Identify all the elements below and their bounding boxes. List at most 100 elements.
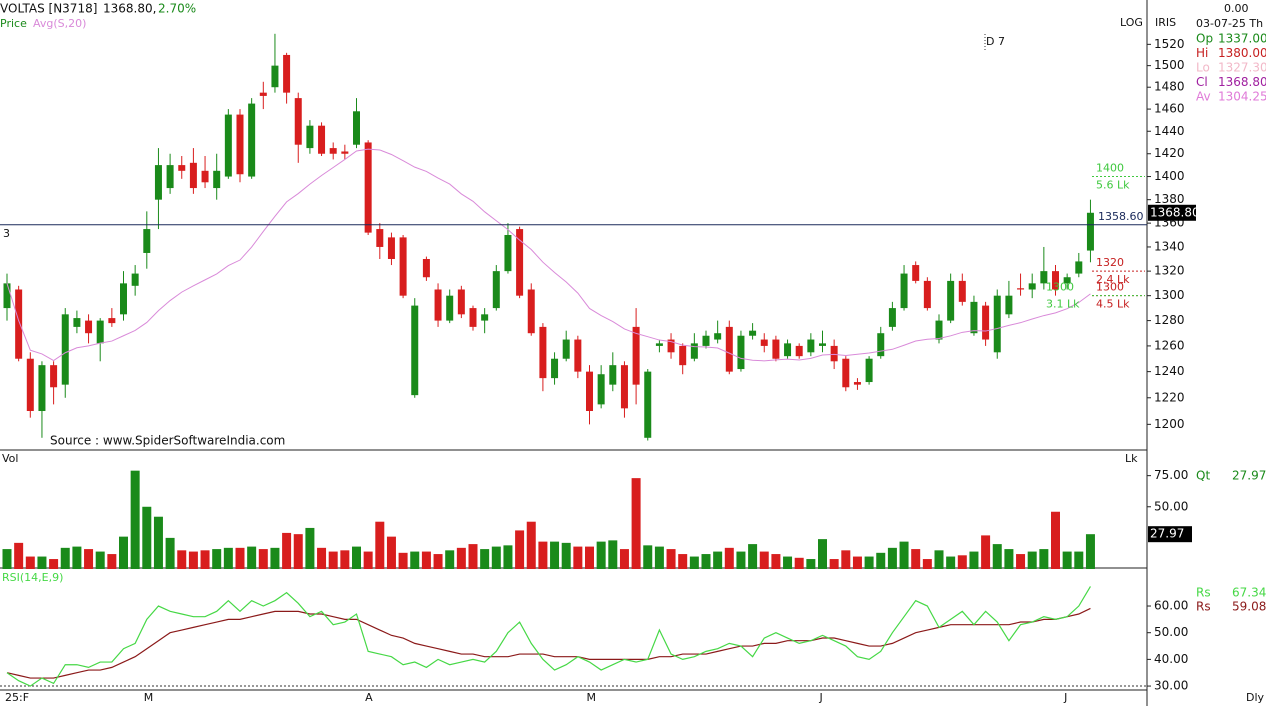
volume-bar <box>119 536 128 569</box>
y-tick-label: 1480 <box>1154 80 1185 94</box>
volume-bar <box>445 550 455 569</box>
volume-bar <box>643 545 653 569</box>
volume-bar <box>864 556 874 569</box>
volume-bar <box>748 544 758 569</box>
volume-bar <box>1016 554 1026 569</box>
volume-bar <box>60 547 70 569</box>
legend-value: 59.08 <box>1232 600 1266 614</box>
info-value: 1368.80 <box>1218 75 1266 89</box>
volume-bar <box>188 551 198 569</box>
volume-bar <box>526 521 536 569</box>
volume-bar <box>235 547 245 569</box>
unit-label: Lk <box>1125 452 1138 465</box>
volume-bar <box>724 547 734 569</box>
volume-bar <box>72 546 82 569</box>
volume-bar <box>340 550 350 569</box>
volume-bar <box>1051 511 1060 569</box>
reference-left-label: 3 <box>3 227 10 240</box>
volume-bar <box>1062 551 1072 569</box>
candle-body <box>446 295 454 321</box>
candle-body <box>877 333 885 357</box>
level-label: 1400 <box>1096 162 1124 175</box>
qty-value: 27.97 <box>1232 469 1266 483</box>
candle-body <box>1086 212 1094 251</box>
candle-body <box>1052 271 1059 290</box>
candle-body <box>1075 261 1083 274</box>
candle-body <box>632 326 640 385</box>
scale-label: LOG <box>1120 16 1143 29</box>
last-volume: 27.97 <box>1150 527 1184 541</box>
volume-bar <box>1004 549 1014 569</box>
candle-body <box>411 305 419 396</box>
candle-body <box>562 339 570 359</box>
volume-bar <box>666 549 676 569</box>
candle-body <box>586 371 593 412</box>
candle-body <box>492 271 500 309</box>
x-tick-label: M <box>144 691 154 704</box>
volume-bar <box>829 559 839 569</box>
last-volume-box <box>1148 526 1192 543</box>
candle-body <box>597 374 605 405</box>
candle-body <box>15 289 23 359</box>
candle-body <box>143 229 151 253</box>
volume-bar <box>969 551 979 569</box>
volume-bar <box>1074 551 1084 569</box>
candle-body <box>819 343 826 346</box>
volume-bar <box>678 554 688 569</box>
qty-label: Qt <box>1196 469 1210 483</box>
volume-bar <box>142 506 152 569</box>
candle-body <box>842 358 850 388</box>
info-value: 1327.30 <box>1218 61 1266 75</box>
candle-body <box>38 365 46 412</box>
volume-bar <box>934 550 944 569</box>
y-tick-label: 1220 <box>1154 390 1185 404</box>
volume-bar <box>456 547 466 569</box>
y-tick-label: 1200 <box>1154 417 1185 431</box>
volume-bar <box>1027 551 1037 569</box>
volume-bar <box>713 551 723 569</box>
volume-bar <box>911 549 921 569</box>
info-value: 1304.25 <box>1218 90 1266 104</box>
candle-body <box>434 289 442 321</box>
candle-body <box>1063 277 1071 284</box>
candle-body <box>85 320 93 334</box>
candle-body <box>236 114 244 175</box>
candle-body <box>760 339 768 346</box>
volume-bar <box>247 546 257 569</box>
level-label: 1320 <box>1096 256 1124 269</box>
info-label: Av <box>1196 90 1211 104</box>
info-label: Lo <box>1196 61 1210 75</box>
volume-bar <box>981 535 991 569</box>
candle-body <box>982 305 990 340</box>
volume-bar <box>282 532 292 569</box>
volume-bar <box>25 556 35 569</box>
candle-body <box>539 326 547 379</box>
volume-bar <box>736 551 746 569</box>
candle-body <box>96 320 104 344</box>
reference-label: 1358.60 <box>1098 210 1144 223</box>
candle-body <box>795 345 803 357</box>
candle-body <box>166 165 174 189</box>
candle-body <box>667 339 675 353</box>
candle-body <box>551 358 559 379</box>
candle-body <box>702 335 710 346</box>
legend-name: Rs <box>1196 586 1211 600</box>
info-label: Hi <box>1196 46 1208 60</box>
level-volume: 4.5 Lk <box>1096 298 1130 311</box>
volume-bar <box>386 536 396 569</box>
candle-body <box>853 382 861 385</box>
candle-body <box>865 358 873 383</box>
info-top: 0.00 <box>1224 2 1249 15</box>
volume-bar <box>433 554 443 569</box>
candle-body <box>749 330 757 336</box>
candle-body <box>620 365 628 409</box>
info-date: 03-07-25 Th <box>1196 17 1263 30</box>
volume-bar <box>491 546 501 569</box>
volume-bar <box>153 516 163 569</box>
volume-bar <box>806 559 816 569</box>
volume-bar <box>538 541 548 569</box>
candle-body <box>399 237 407 296</box>
info-label: Op <box>1196 32 1213 46</box>
volume-bar <box>352 546 361 569</box>
